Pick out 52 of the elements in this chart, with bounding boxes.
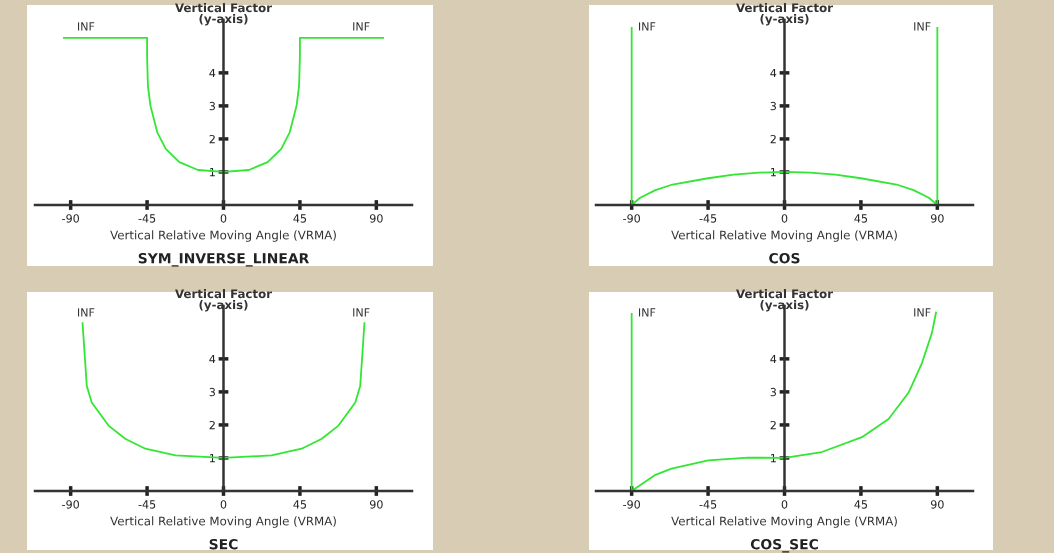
y-tick-label: 2 [209, 134, 215, 144]
x-tick-label: -45 [699, 214, 717, 223]
x-tick-label: -90 [62, 214, 79, 223]
y-axis-title: Vertical Factor (y-axis) [175, 3, 272, 26]
x-tick-label: 0 [220, 214, 227, 223]
y-tick-label: 3 [770, 101, 776, 111]
x-tick-label: 0 [220, 500, 227, 509]
x-axis-title: Vertical Relative Moving Angle (VRMA) [671, 516, 897, 528]
y-tick-label: 4 [770, 354, 777, 364]
x-tick-label: 0 [781, 214, 788, 223]
annotation: INF [77, 22, 95, 31]
y-tick-label: 3 [209, 101, 215, 111]
y-tick-label: 2 [209, 420, 215, 430]
annotation: INF [353, 308, 370, 317]
x-tick-label: 45 [854, 214, 868, 223]
y-tick-label: 3 [770, 387, 776, 397]
x-tick-label: -45 [699, 500, 717, 509]
x-tick-label: 90 [930, 500, 944, 509]
annotation: INF [638, 308, 656, 317]
x-axis-title: Vertical Relative Moving Angle (VRMA) [110, 516, 336, 528]
x-tick-label: 90 [369, 500, 383, 509]
x-tick-label: 45 [293, 214, 307, 223]
y-axis-title: Vertical Factor (y-axis) [175, 289, 272, 312]
x-tick-label: 45 [293, 500, 307, 509]
y-tick-label: 3 [209, 387, 215, 397]
x-tick-label: 45 [854, 500, 868, 509]
x-tick-label: 90 [369, 214, 383, 223]
x-tick-label: -90 [623, 500, 640, 509]
annotation: INF [914, 308, 931, 317]
y-axis-title: Vertical Factor (y-axis) [736, 289, 833, 312]
y-tick-label: 4 [209, 68, 216, 78]
x-tick-label: 90 [930, 214, 944, 223]
text: COS_SEC [750, 538, 818, 553]
x-axis-title: Vertical Relative Moving Angle (VRMA) [110, 230, 336, 242]
y-tick-label: 4 [770, 68, 777, 78]
x-tick-label: -90 [62, 500, 79, 509]
y-axis-title: Vertical Factor (y-axis) [736, 3, 833, 26]
annotation: INF [914, 22, 931, 31]
annotation: INF [638, 22, 656, 31]
y-tick-label: 4 [209, 354, 216, 364]
y-tick-label: 2 [770, 420, 776, 430]
x-tick-label: -45 [138, 500, 156, 509]
x-tick-label: 0 [781, 500, 788, 509]
x-axis-title: Vertical Relative Moving Angle (VRMA) [671, 230, 897, 242]
annotation: INF [353, 22, 370, 31]
x-tick-label: -90 [623, 214, 640, 223]
y-tick-label: 2 [770, 134, 776, 144]
x-tick-label: -45 [138, 214, 156, 223]
annotation: INF [77, 308, 95, 317]
text: SEC [209, 538, 238, 550]
text: COS [769, 252, 800, 264]
text: SYM_INVERSE_LINEAR [138, 252, 309, 267]
